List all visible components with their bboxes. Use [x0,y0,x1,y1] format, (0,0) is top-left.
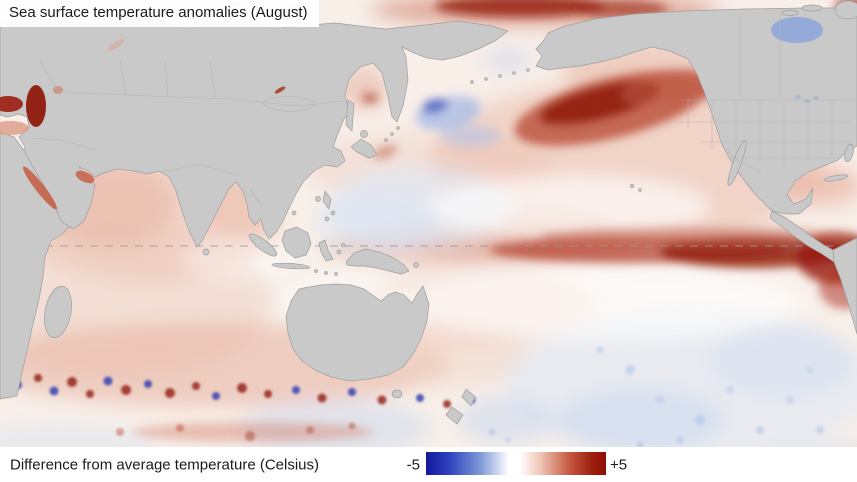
land-baja-california [727,140,747,186]
hudson-bay [771,17,823,43]
land-greenland-edge [834,0,857,20]
land-new-zealand-north [461,388,476,407]
land-java [271,262,311,270]
land-philippines [322,190,332,210]
persian-gulf [75,170,95,184]
land-hokkaido [360,130,368,138]
red-sea [23,166,57,210]
land-sulawesi [318,239,334,262]
land-africa [0,131,70,400]
land-taiwan [315,196,321,202]
land-australia [285,283,430,382]
map-title: Sea surface temperature anomalies (Augus… [0,0,320,27]
colorbar-max-label: +5 [610,456,628,473]
land-sakhalin [345,99,355,132]
anomaly-cores [133,0,857,442]
land-hawaii [630,184,634,188]
land-japan [350,138,378,159]
land-borneo [281,226,312,259]
lake-baikal [274,86,286,94]
colorbar-min-label: -5 [406,456,420,473]
land-sumatra [248,233,278,257]
political-borders [29,14,857,207]
land-new-zealand-south [445,406,464,425]
land-sri-lanka [202,248,210,256]
land-madagascar [44,285,72,339]
land-new-guinea [345,248,410,275]
land-hainan [291,210,297,216]
land-south-america [832,237,857,335]
colorbar-gradient [426,452,606,475]
legend-caption: Difference from average temperature (Cel… [10,456,320,473]
land-florida [844,143,854,163]
land-eurasia [0,16,509,248]
land-tasmania [391,389,403,399]
mediterranean [0,121,29,135]
black-sea [0,96,23,112]
landmasses [0,0,857,425]
legend-bar: Difference from average temperature (Cel… [0,447,857,482]
inland-seas [0,17,823,210]
land-cuba [823,174,849,182]
caspian-sea [26,85,46,127]
